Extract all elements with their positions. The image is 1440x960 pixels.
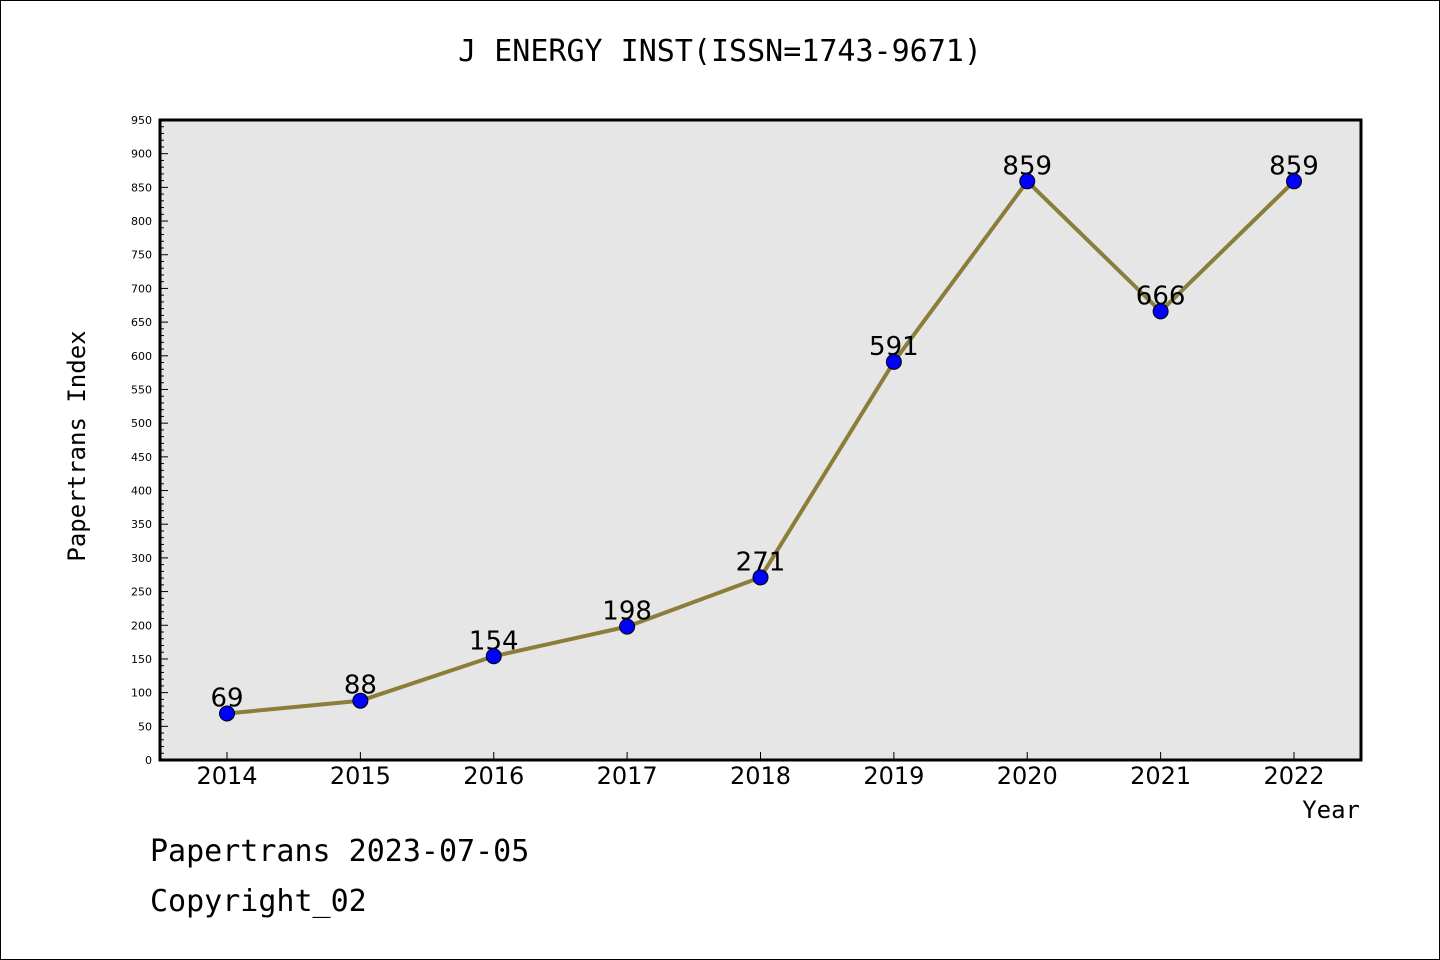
y-tick-label: 600 <box>131 350 152 363</box>
y-tick-label: 200 <box>131 619 152 632</box>
y-tick-label: 300 <box>131 552 152 565</box>
data-point <box>1286 173 1302 190</box>
data-point <box>885 353 902 370</box>
y-tick-label: 0 <box>145 754 152 767</box>
x-tick-label: 2020 <box>997 762 1058 790</box>
plot-area <box>158 118 1363 762</box>
y-tick-label: 250 <box>131 586 152 599</box>
y-tick-label: 400 <box>131 485 152 498</box>
y-tick-label: 800 <box>131 215 152 228</box>
x-tick-label: 2019 <box>863 762 924 790</box>
chart-title: J ENERGY INST(ISSN=1743-9671) <box>458 34 982 69</box>
y-tick-label: 50 <box>138 720 152 733</box>
y-tick-label: 450 <box>131 451 152 464</box>
y-tick-label: 900 <box>131 148 152 161</box>
data-point <box>1019 173 1036 190</box>
data-point <box>752 569 769 586</box>
y-tick-label: 500 <box>131 417 152 430</box>
data-markers <box>219 173 1302 722</box>
data-point <box>485 648 502 665</box>
x-tick-label: 2017 <box>597 762 658 790</box>
y-tick-label: 350 <box>131 518 152 531</box>
y-tick-label: 950 <box>131 114 152 127</box>
data-point <box>619 618 636 635</box>
footer-date: Papertrans 2023-07-05 <box>150 834 530 869</box>
y-tick-label: 100 <box>131 687 152 700</box>
y-tick-label: 150 <box>131 653 152 666</box>
x-tick-label: 2015 <box>330 762 391 790</box>
y-axis: 0 50 100 150 200 250 300 350 400 450 500 550 600 650 7… <box>131 114 168 767</box>
y-tick-label: 650 <box>131 316 152 329</box>
x-tick-label: 2021 <box>1130 762 1191 790</box>
x-tick-label: 2022 <box>1263 762 1324 790</box>
data-point <box>352 692 369 709</box>
y-tick-label: 750 <box>131 249 152 262</box>
data-point <box>1152 303 1169 320</box>
y-tick-label: 700 <box>131 282 152 295</box>
x-tick-label: 2018 <box>730 762 791 790</box>
y-tick-label: 850 <box>131 181 152 194</box>
data-point <box>219 705 235 722</box>
x-axis-label: Year <box>1302 796 1360 824</box>
x-axis: 2014 2015 2016 2017 2018 2019 2020 2021 2022 <box>196 752 1325 790</box>
y-tick-label: 550 <box>131 383 152 396</box>
x-tick-label: 2014 <box>196 762 257 790</box>
footer-copyright: Copyright_02 <box>150 884 367 919</box>
x-tick-label: 2016 <box>463 762 524 790</box>
